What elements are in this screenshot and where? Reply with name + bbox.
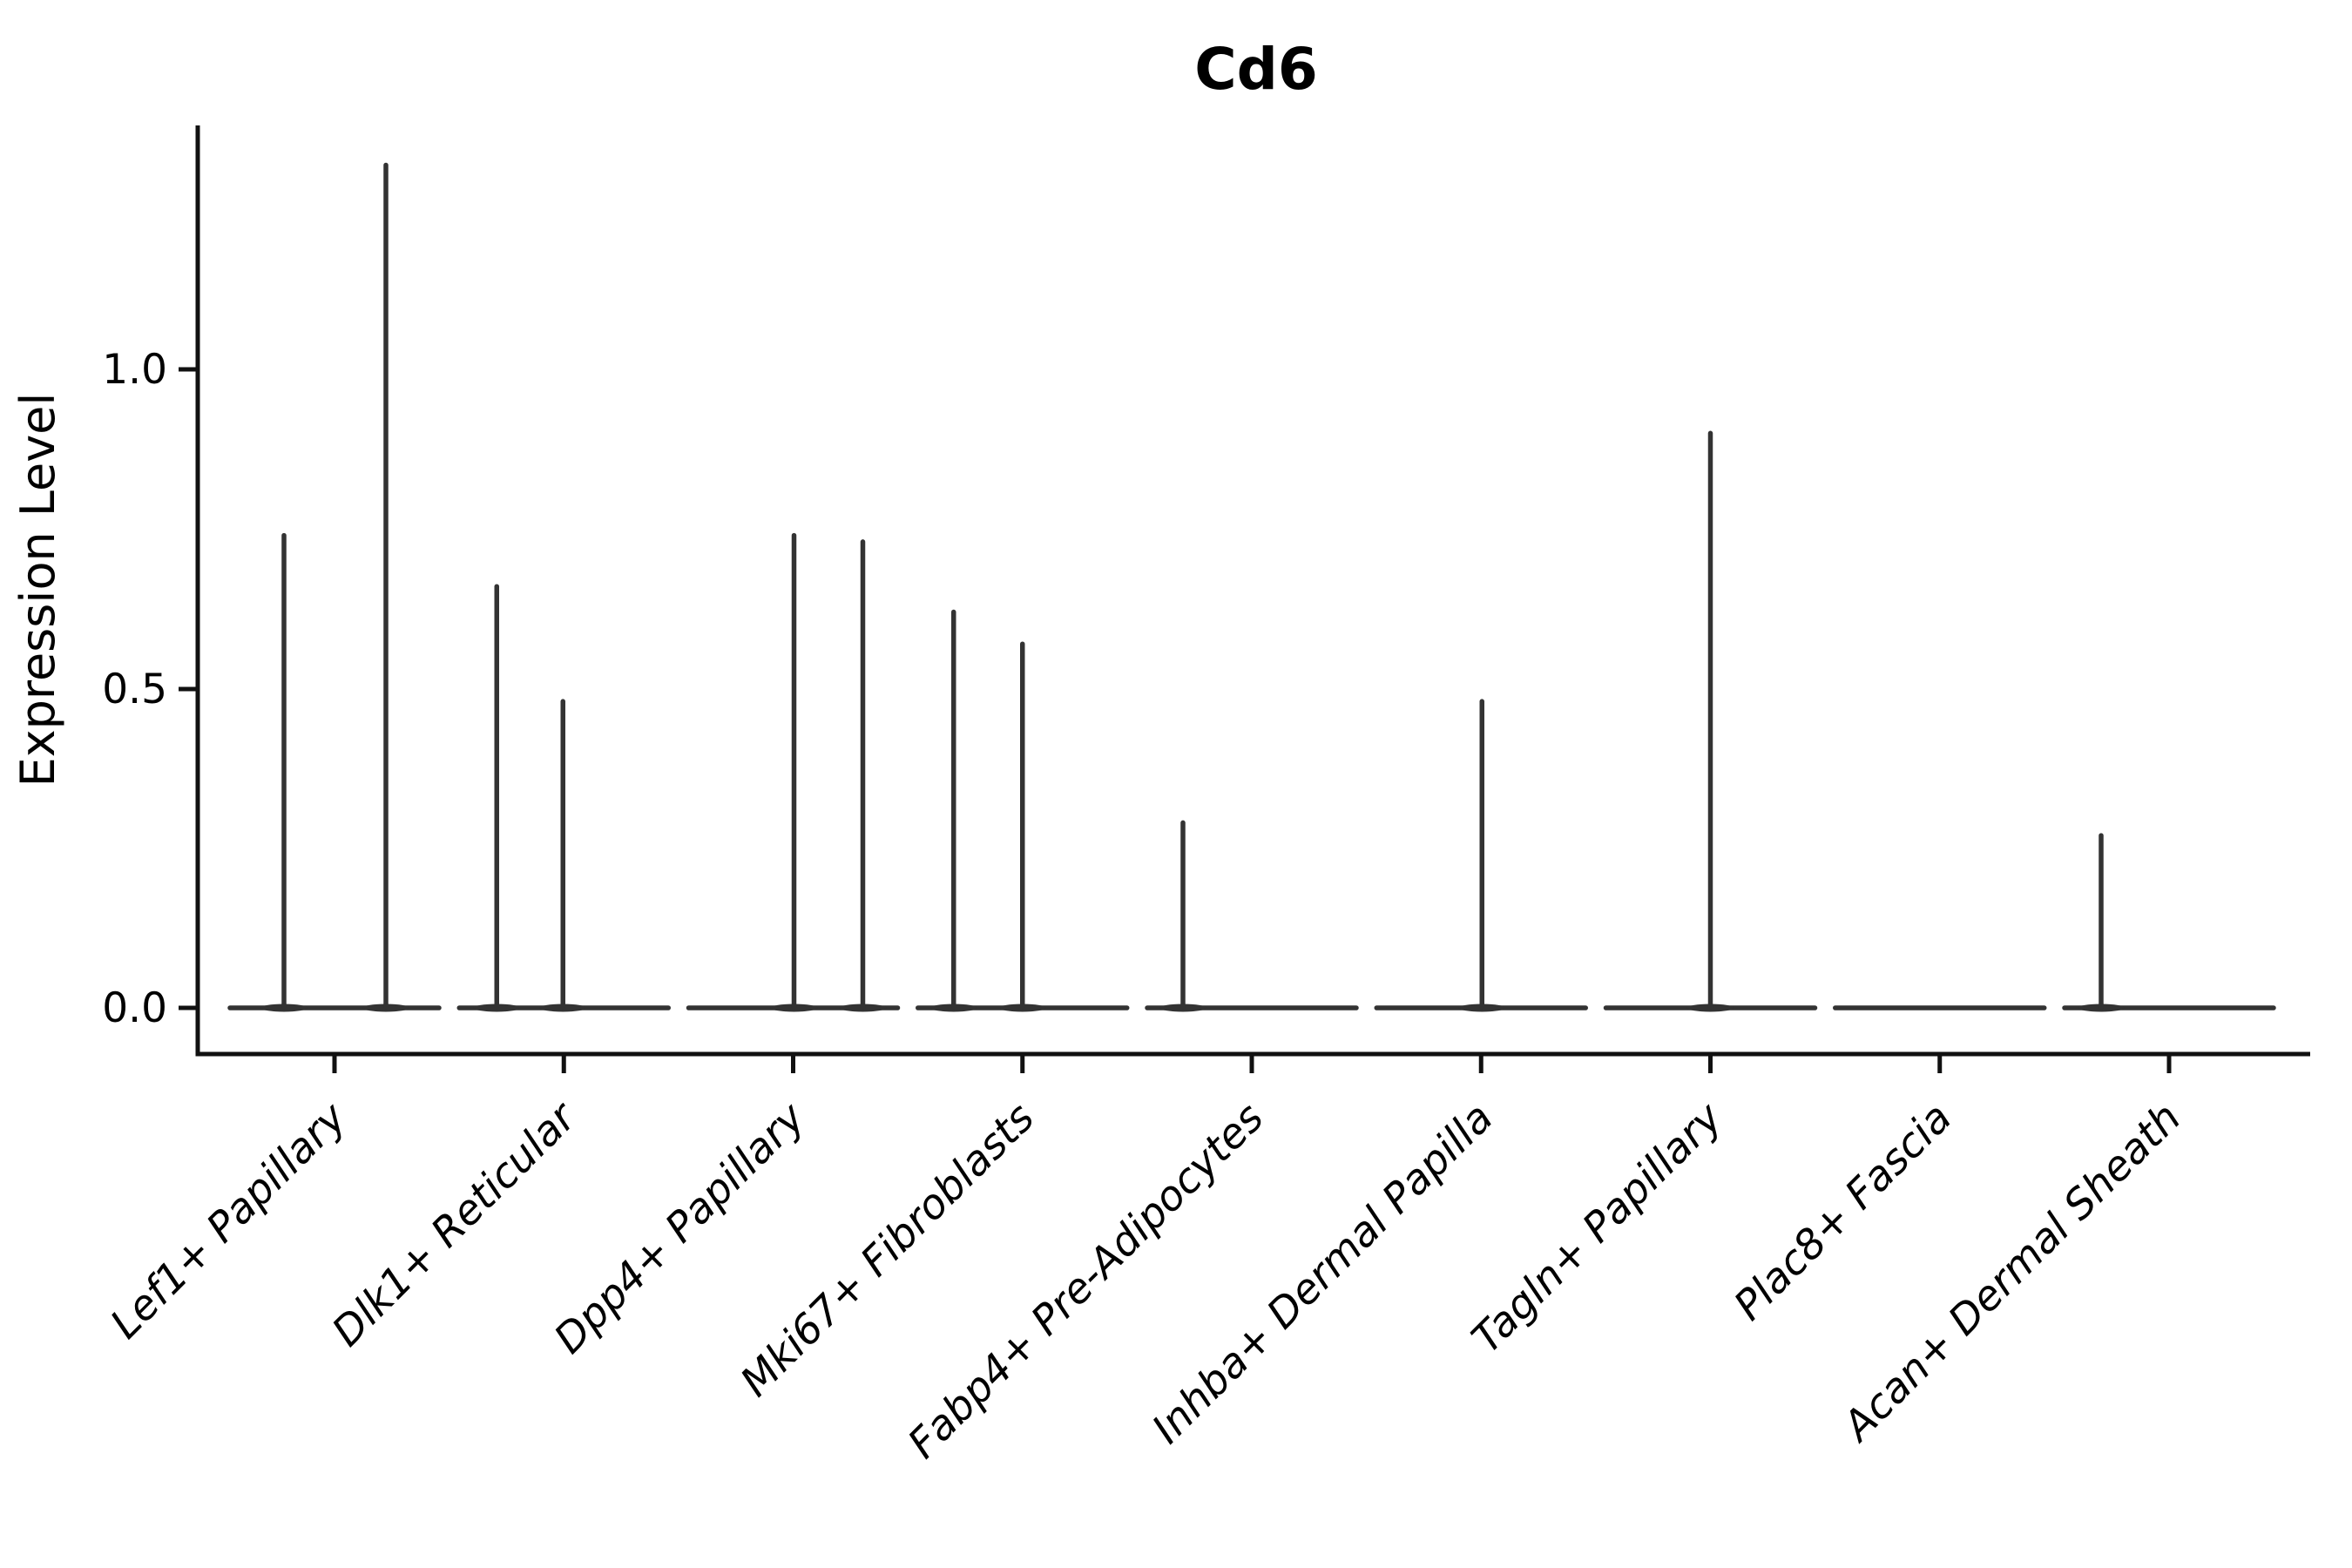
chart-title: Cd6 bbox=[1194, 36, 1318, 103]
x-tick-label: Lef1+ Papillary bbox=[101, 1093, 356, 1348]
x-tick-label: Dlk1+ Reticular bbox=[323, 1092, 587, 1356]
y-tick-label-0.0: 0.0 bbox=[102, 984, 167, 1032]
y-tick-label-1.0: 1.0 bbox=[102, 346, 167, 394]
y-axis-label: Expression Level bbox=[10, 393, 65, 787]
y-tick-label-0.5: 0.5 bbox=[102, 666, 167, 713]
x-tick-label: Dpp4+ Papillary bbox=[545, 1093, 815, 1363]
x-tick-label: Tagln+ Papillary bbox=[1463, 1093, 1733, 1363]
x-tick-label: Plac8+ Fascia bbox=[1725, 1094, 1961, 1330]
